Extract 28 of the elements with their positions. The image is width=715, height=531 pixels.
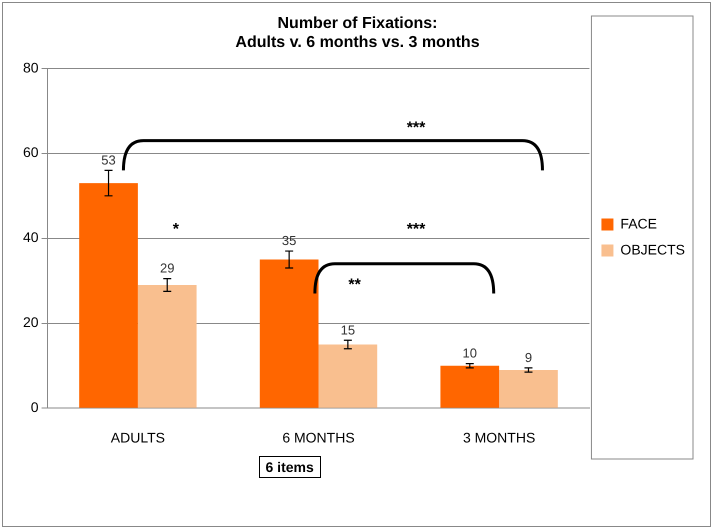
annotation: *** [406, 221, 426, 238]
data-label: 15 [340, 322, 356, 338]
data-label: 9 [524, 350, 532, 365]
y-tick-label: 80 [22, 59, 39, 76]
text: Number of Fixations: [277, 15, 438, 32]
text: Adults v. 6 months vs. 3 months [235, 34, 480, 52]
bar [318, 344, 378, 408]
annotation: *** [406, 119, 426, 136]
bar [138, 285, 197, 408]
x-tick-label: 3 MONTHS [462, 429, 536, 446]
y-tick-label: 0 [30, 399, 39, 416]
bar [260, 260, 319, 408]
data-label: 29 [160, 260, 174, 276]
legend-label: OBJECTS [620, 241, 686, 258]
y-tick-label: 60 [22, 144, 39, 160]
annotation: ** [348, 276, 362, 294]
bar [499, 370, 558, 408]
text: 6 items [258, 456, 321, 478]
data-label: 10 [462, 346, 478, 361]
bar [79, 183, 138, 408]
x-tick-label: ADULTS [110, 429, 165, 446]
y-tick-label: 40 [22, 229, 39, 246]
annotation: * [172, 221, 180, 238]
bar [440, 366, 500, 408]
y-tick-label: 20 [22, 314, 39, 330]
x-tick-label: 6 MONTHS [282, 429, 355, 446]
data-label: 53 [101, 152, 116, 168]
legend-label: FACE [620, 215, 658, 232]
